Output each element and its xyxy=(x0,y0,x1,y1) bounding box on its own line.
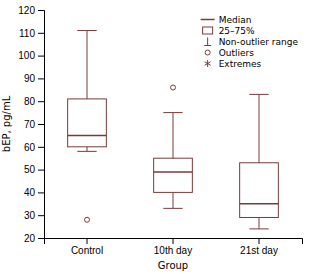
whisker-low xyxy=(259,217,260,228)
cap-low xyxy=(249,228,268,229)
cap-high xyxy=(249,94,268,95)
y-tick-mark xyxy=(38,170,44,171)
box-group xyxy=(68,31,107,223)
boxes xyxy=(68,31,279,229)
legend: Median25–75%Non-outlier rangeOutliersExt… xyxy=(201,15,299,69)
y-tick-label: 40 xyxy=(24,187,36,198)
y-tick-label: 60 xyxy=(24,142,36,153)
legend-item: 25–75% xyxy=(203,26,255,36)
y-tick-label: 110 xyxy=(19,28,35,39)
x-tick-label: 10th day xyxy=(154,245,192,256)
y-tick-mark xyxy=(38,10,44,11)
box-group xyxy=(154,85,193,208)
box xyxy=(240,163,279,218)
x-axis-line xyxy=(45,239,303,245)
x-tick-label: 21st day xyxy=(240,245,278,256)
median xyxy=(68,135,107,137)
y-tick-label: 50 xyxy=(24,164,36,175)
y-tick: 90 xyxy=(24,73,44,84)
outlier xyxy=(171,85,176,90)
whisker-high xyxy=(87,31,88,99)
whisker-low xyxy=(173,192,174,208)
box-group xyxy=(240,94,279,229)
y-tick: 40 xyxy=(24,187,44,198)
y-tick-label: 90 xyxy=(24,73,36,84)
x-tick: 21st day xyxy=(240,238,278,256)
y-tick: 120 xyxy=(18,5,44,16)
legend-item: Non-outlier range xyxy=(204,37,298,47)
y-tick: 100 xyxy=(18,50,44,61)
legend-item: Extremes xyxy=(205,59,262,69)
y-tick: 20 xyxy=(24,233,44,244)
legend-label: Non-outlier range xyxy=(219,37,299,47)
y-axis-line xyxy=(38,11,45,239)
y-tick-mark xyxy=(38,101,44,102)
y-tick-label: 70 xyxy=(24,119,36,130)
y-tick-label: 100 xyxy=(18,50,35,61)
y-tick-mark xyxy=(38,56,44,57)
y-tick-label: 20 xyxy=(24,233,36,244)
x-axis: Control 10th day 21st day xyxy=(45,238,303,256)
y-tick-label: 30 xyxy=(24,210,36,221)
outlier xyxy=(85,217,90,222)
cap-high xyxy=(77,30,96,31)
median xyxy=(154,171,193,173)
y-tick-mark xyxy=(38,238,44,239)
whisker-high xyxy=(259,94,260,162)
box xyxy=(154,158,193,192)
x-tick: 10th day xyxy=(154,238,192,256)
legend-label: Median xyxy=(219,15,252,25)
legend-item: Median xyxy=(201,15,252,25)
y-tick-mark xyxy=(38,33,44,34)
cap-low xyxy=(77,151,96,152)
x-axis-title: Group xyxy=(158,260,188,271)
y-axis-title: bEP, pg/mL xyxy=(1,95,12,152)
x-tick: Control xyxy=(71,238,103,256)
chart: 20 30 40 50 60 70 80 90 100 110 120 Control 10th day… xyxy=(0,0,312,274)
y-tick-label: 120 xyxy=(18,5,35,16)
legend-label: Outliers xyxy=(219,48,255,58)
y-axis: 20 30 40 50 60 70 80 90 100 110 120 xyxy=(18,5,44,244)
y-tick: 80 xyxy=(24,96,44,107)
legend-symbol xyxy=(204,38,211,46)
box xyxy=(68,99,107,147)
x-tick-mark xyxy=(87,238,88,244)
legend-symbol xyxy=(205,50,210,55)
whisker-low xyxy=(87,147,88,152)
legend-label: 25–75% xyxy=(219,26,255,36)
y-tick-mark xyxy=(38,147,44,148)
legend-symbol xyxy=(205,60,211,67)
legend-item: Outliers xyxy=(205,48,254,58)
legend-symbol xyxy=(203,27,213,34)
y-tick: 60 xyxy=(24,142,44,153)
legend-label: Extremes xyxy=(219,59,262,69)
x-tick-mark xyxy=(259,238,260,244)
y-tick: 70 xyxy=(24,119,44,130)
y-tick: 30 xyxy=(24,210,44,221)
y-tick-mark xyxy=(38,124,44,125)
y-tick-label: 80 xyxy=(24,96,36,107)
whisker-high xyxy=(173,113,174,159)
plot: 20 30 40 50 60 70 80 90 100 110 120 Control 10th day… xyxy=(1,5,303,271)
y-tick: 50 xyxy=(24,164,44,175)
cap-high xyxy=(163,112,182,113)
y-tick-mark xyxy=(38,78,44,79)
cap-low xyxy=(163,208,182,209)
legend-symbol xyxy=(201,19,215,21)
y-tick-mark xyxy=(38,215,44,216)
x-tick-mark xyxy=(173,238,174,244)
y-tick-mark xyxy=(38,192,44,193)
y-tick: 110 xyxy=(19,28,44,39)
x-tick-label: Control xyxy=(71,245,103,256)
median xyxy=(240,203,279,205)
